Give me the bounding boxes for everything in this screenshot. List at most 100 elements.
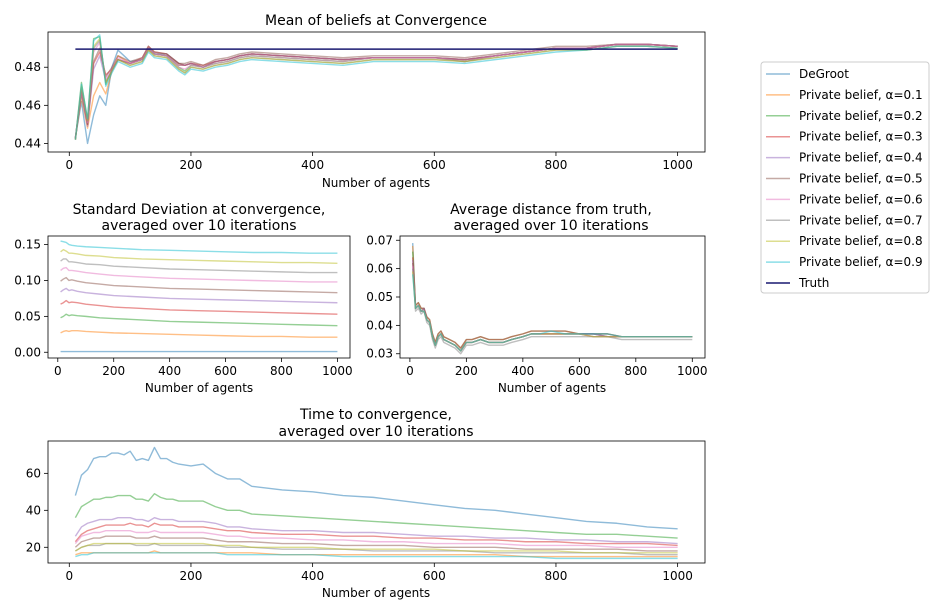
plot-frame (47, 235, 351, 359)
series-line-private-belief-0.7 (60, 258, 338, 274)
series-line-private-belief-0.5 (60, 276, 338, 294)
legend-label: Private belief, α=0.8 (799, 234, 923, 248)
series-line-private-belief-0.2 (74, 36, 678, 140)
x-tick-label: 200 (180, 158, 203, 172)
series-line-private-belief-0.9 (412, 274, 693, 352)
series-line-private-belief-0.8 (60, 248, 338, 264)
chart-subtitle: averaged over 10 iterations (101, 218, 296, 234)
legend-box (760, 61, 930, 294)
x-tick-label: 600 (423, 158, 446, 172)
x-tick-label: 600 (568, 364, 591, 378)
series-line-private-belief-0.1 (60, 330, 338, 338)
x-tick-label: 400 (301, 158, 324, 172)
avg-distance-panel: Average distance from truth, averaged ov… (366, 202, 707, 395)
series-line-private-belief-0.8 (75, 542, 678, 554)
x-tick-label: 1000 (662, 569, 693, 583)
y-tick-label: 0.03 (366, 347, 393, 361)
legend-label: Truth (798, 276, 829, 290)
series-line-private-belief-0.7 (412, 268, 693, 355)
y-tick-label: 0.10 (14, 273, 41, 287)
mean-beliefs-panel: Mean of beliefs at Convergence 0 200 400 60… (14, 13, 706, 190)
y-tick-label: 60 (26, 466, 41, 480)
series-line-private-belief-0.6 (412, 265, 693, 352)
y-tick-label: 0.05 (14, 309, 41, 323)
y-tick-label: 0.46 (14, 98, 41, 112)
legend-label: Private belief, α=0.5 (799, 172, 923, 186)
x-tick-label: 1000 (662, 158, 693, 172)
y-tick-label: 0.00 (14, 345, 41, 359)
series-line-private-belief-0.1 (412, 245, 693, 352)
x-tick-label: 200 (455, 364, 478, 378)
series-line-private-belief-0.6 (74, 529, 678, 548)
y-tick-label: 0.04 (366, 318, 393, 332)
x-tick-label: 1000 (677, 364, 708, 378)
series-line-private-belief-0.5 (74, 43, 678, 138)
x-tick-label: 600 (214, 364, 237, 378)
legend-label: Private belief, α=0.1 (799, 88, 923, 102)
legend-label: Private belief, α=0.6 (799, 192, 923, 206)
std-dev-panel: Standard Deviation at convergence, avera… (14, 202, 352, 395)
series-line-private-belief-0.8 (74, 37, 678, 140)
plot-frame (47, 31, 706, 153)
chart-title: Average distance from truth, (450, 202, 652, 218)
y-tick-label: 0.05 (366, 290, 393, 304)
x-tick-label: 1000 (322, 364, 353, 378)
chart-title: Mean of beliefs at Convergence (265, 13, 487, 29)
legend-label: Private belief, α=0.9 (799, 255, 923, 269)
x-axis-label: Number of agents (322, 176, 430, 190)
y-tick-label: 20 (26, 540, 41, 554)
legend-label: Private belief, α=0.4 (799, 151, 923, 165)
series-line-private-belief-0.2 (74, 492, 678, 539)
x-tick-label: 200 (180, 569, 203, 583)
y-tick-label: 0.07 (366, 233, 393, 247)
legend: DeGroot Private belief, α=0.1 Private beli… (760, 61, 930, 294)
series-line-private-belief-0.1 (75, 550, 678, 558)
series-line-private-belief-0.6 (60, 266, 338, 283)
x-tick-label: 800 (545, 158, 568, 172)
x-tick-label: 400 (158, 364, 181, 378)
series-line-private-belief-0.4 (74, 517, 678, 545)
x-tick-label: 800 (270, 364, 293, 378)
x-tick-label: 0 (406, 364, 414, 378)
chart-title: Time to convergence, (299, 407, 452, 423)
legend-label: Private belief, α=0.3 (799, 130, 923, 144)
x-tick-label: 0 (65, 569, 73, 583)
x-tick-label: 600 (423, 569, 446, 583)
series-line-private-belief-0.4 (60, 287, 338, 304)
series-line-private-belief-0.6 (74, 41, 678, 138)
x-axis-label: Number of agents (322, 586, 430, 600)
series-line-private-belief-0.3 (74, 43, 678, 140)
y-tick-label: 0.44 (14, 136, 41, 150)
x-tick-label: 800 (624, 364, 647, 378)
series-line-private-belief-0.3 (74, 522, 678, 547)
x-tick-label: 200 (102, 364, 125, 378)
chart-subtitle: averaged over 10 iterations (278, 424, 473, 440)
series-line-private-belief-0.5 (74, 535, 678, 552)
x-tick-label: 400 (301, 569, 324, 583)
x-tick-label: 800 (545, 569, 568, 583)
x-axis-label: Number of agents (145, 381, 253, 395)
x-tick-label: 0 (54, 364, 62, 378)
legend-label: Private belief, α=0.7 (799, 213, 923, 227)
x-tick-label: 0 (65, 158, 73, 172)
x-axis-label: Number of agents (498, 381, 606, 395)
series-line-private-belief-0.2 (60, 313, 338, 327)
x-tick-label: 400 (511, 364, 534, 378)
chart-subtitle: averaged over 10 iterations (453, 218, 648, 234)
y-tick-label: 0.15 (14, 238, 41, 252)
legend-label: DeGroot (799, 67, 849, 81)
legend-label: Private belief, α=0.2 (799, 109, 923, 123)
chart-title: Standard Deviation at convergence, (73, 202, 326, 218)
series-line-private-belief-0.9 (60, 240, 338, 254)
series-line-private-belief-0.3 (60, 299, 338, 315)
series-line-private-belief-0.5 (412, 262, 693, 352)
series-line-private-belief-0.9 (75, 552, 678, 560)
y-tick-label: 40 (26, 503, 41, 517)
plot-frame (47, 440, 706, 564)
series-line-degroot (412, 243, 693, 352)
series-line-degroot (74, 446, 678, 530)
series-line-private-belief-0.9 (74, 34, 678, 140)
y-tick-label: 0.48 (14, 60, 41, 74)
time-convergence-panel: Time to convergence, averaged over 10 it… (26, 407, 706, 600)
